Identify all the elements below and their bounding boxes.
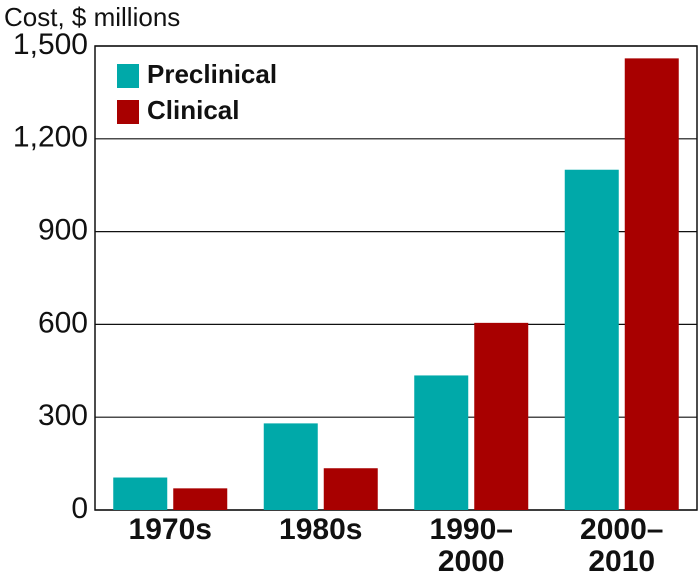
legend-swatch (117, 64, 139, 88)
bar (113, 477, 168, 510)
bar (173, 488, 228, 510)
bar (263, 423, 318, 510)
bar (414, 375, 469, 510)
y-tick-label: 1,500 (13, 28, 88, 61)
y-tick-label: 600 (38, 306, 88, 339)
legend-label: Preclinical (147, 59, 277, 89)
plot-frame (94, 45, 698, 511)
x-tick-label: 1990–2000 (429, 513, 513, 578)
y-axis-label: Cost, $ millions (4, 2, 180, 32)
legend-swatch (117, 100, 139, 124)
x-tick-label: 1980s (279, 513, 363, 546)
bar (564, 169, 619, 510)
bar (474, 322, 529, 510)
y-tick-label: 900 (38, 214, 88, 247)
y-tick-label: 300 (38, 399, 88, 432)
y-tick-label: 1,200 (13, 121, 88, 154)
x-tick-label: 1970s (128, 513, 212, 546)
x-tick-label: 2000–2010 (580, 513, 664, 578)
bar (323, 468, 378, 510)
bar (624, 58, 679, 511)
legend-label: Clinical (147, 95, 239, 125)
y-tick-label: 0 (71, 492, 88, 525)
